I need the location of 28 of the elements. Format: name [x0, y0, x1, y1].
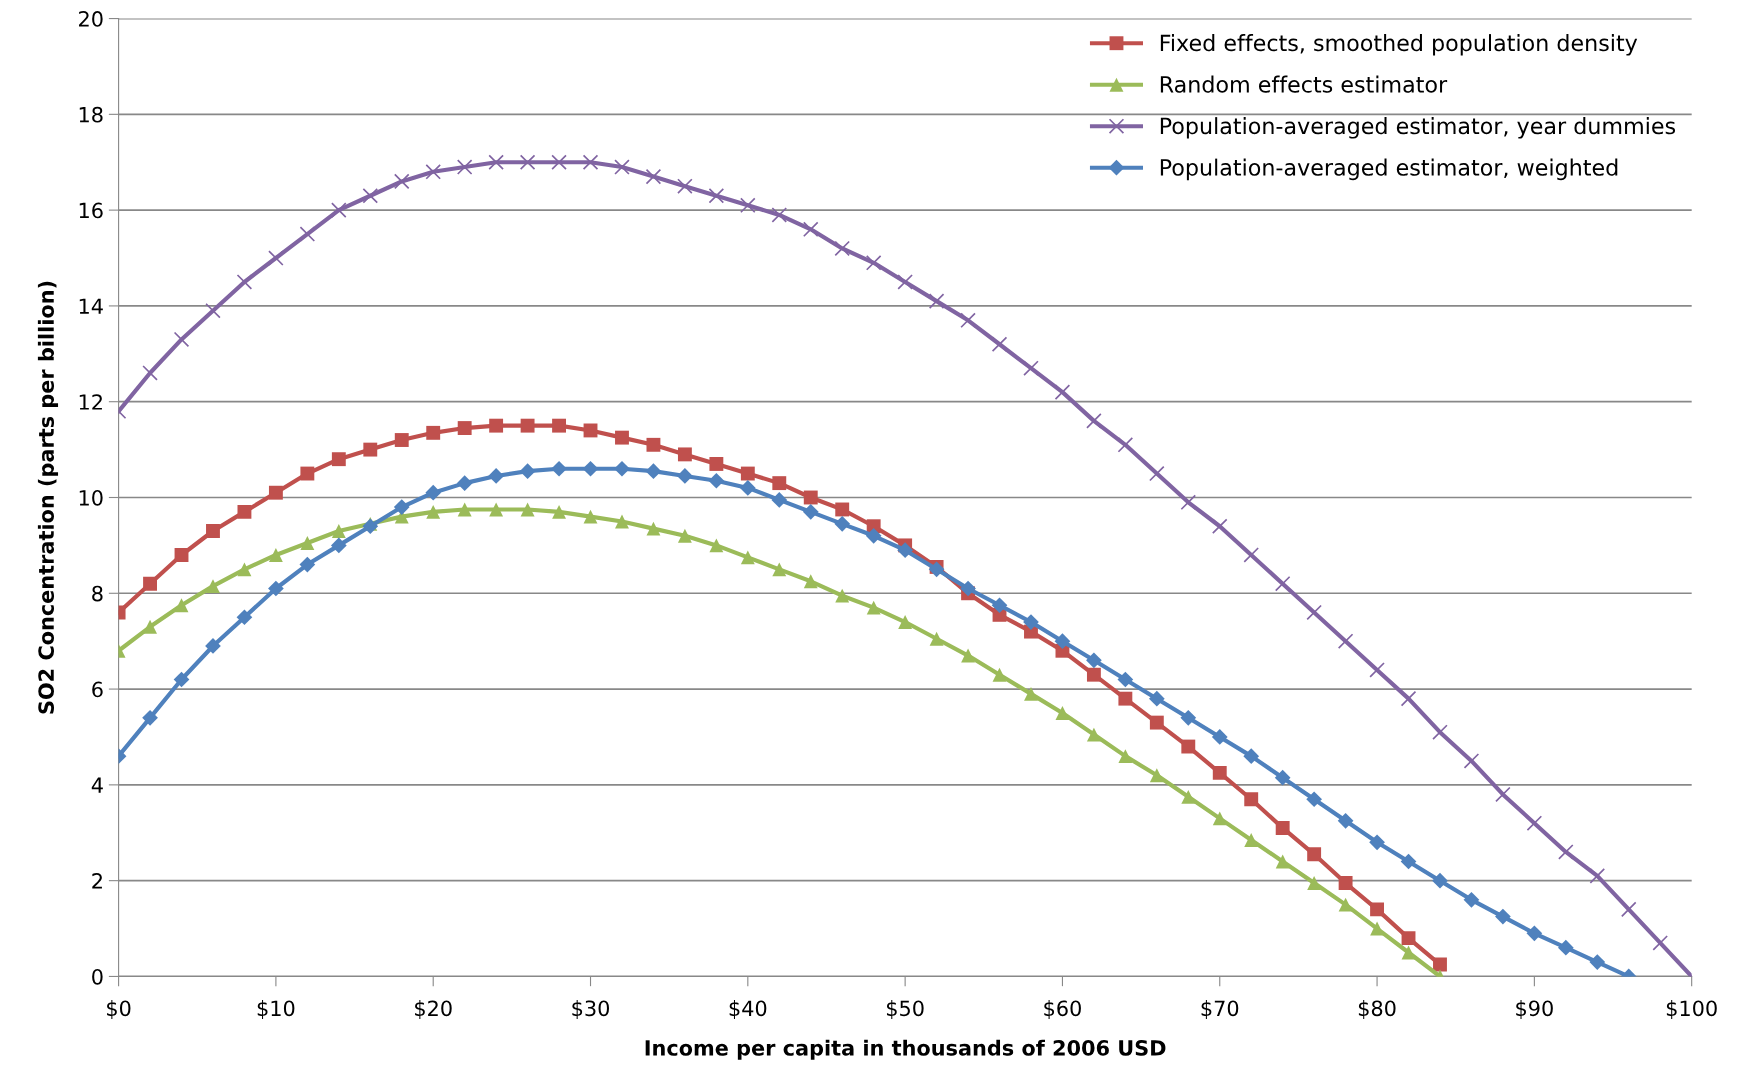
y-tick-label: 20 [79, 11, 103, 27]
legend-label: Random effects estimator [1160, 75, 1448, 93]
legend-label: Population-averaged estimator, weighted [1160, 158, 1618, 181]
y-tick-label: 12 [79, 394, 102, 410]
x-tick-label: $40 [729, 1000, 767, 1019]
legend-label: Population-averaged estimator, year dummies [1160, 117, 1676, 139]
y-axis-title: SO2 Concentration (parts per billion) [37, 281, 59, 714]
y-tick-label: 10 [79, 489, 103, 506]
x-tick-label: $0 [107, 1000, 131, 1019]
y-tick-label: 4 [91, 777, 103, 793]
x-tick-label: $100 [1666, 1000, 1717, 1019]
y-tick-label: 6 [92, 681, 103, 698]
x-tick-label: $50 [886, 1000, 924, 1019]
x-tick-label: $60 [1044, 1000, 1081, 1019]
x-axis-title: Income per capita in thousands of 2006 USD [645, 1039, 1166, 1060]
x-tick-label: $90 [1516, 1000, 1553, 1019]
x-tick-label: $30 [572, 1000, 610, 1019]
y-tick-label: 18 [79, 106, 103, 123]
y-tick-label: 8 [92, 585, 103, 602]
y-tick-label: 0 [92, 968, 103, 985]
x-tick-label: $10 [257, 1000, 295, 1019]
y-tick-label: 16 [79, 202, 103, 219]
x-tick-label: $80 [1358, 1000, 1396, 1019]
x-tick-label: $70 [1201, 1000, 1239, 1019]
y-tick-label: 14 [79, 298, 103, 314]
y-tick-label: 2 [92, 873, 102, 889]
legend-label: Fixed effects, smoothed population density [1160, 34, 1638, 56]
x-tick-label: $20 [415, 1000, 452, 1019]
